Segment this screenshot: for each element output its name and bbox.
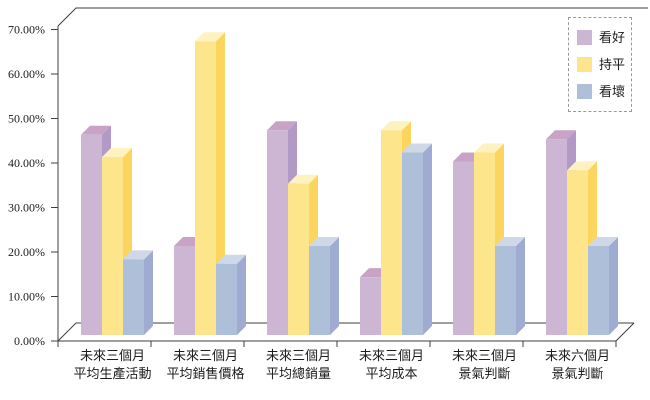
bar-side-s2-c3 <box>423 143 432 335</box>
y-axis-label: 40.00% <box>8 156 45 170</box>
bar-top-s2-c3 <box>402 143 432 153</box>
bar-top-s2-c4 <box>495 237 525 246</box>
floor-back-edge <box>57 322 635 342</box>
bar-top-s1-c1 <box>195 32 225 42</box>
legend-item-neutral: 持平 <box>577 57 631 72</box>
bar-top-s2-c5 <box>588 237 618 246</box>
legend-label-optimistic: 看好 <box>599 30 626 45</box>
bar-s1-c3 <box>381 130 402 335</box>
x-axis-category-label: 未來六個月景氣判斷 <box>545 348 610 381</box>
bar-s0-c2 <box>267 130 288 335</box>
y-axis-label: 60.00% <box>8 67 45 81</box>
bar-s2-c0 <box>123 259 144 335</box>
legend-label-pessimistic: 看壞 <box>599 84 626 99</box>
y-axis-label: 30.00% <box>8 201 45 215</box>
bar-top-s0-c0 <box>81 125 111 135</box>
bar-side-s2-c5 <box>609 237 618 335</box>
bar-s1-c0 <box>102 157 123 335</box>
bar-s0-c4 <box>453 161 474 335</box>
bar-s2-c4 <box>495 246 516 335</box>
bar-s0-c3 <box>360 277 381 335</box>
bar-s0-c1 <box>174 246 195 335</box>
bar-s1-c5 <box>567 170 588 335</box>
bar-s0-c5 <box>546 139 567 335</box>
y-axis-label: 20.00% <box>8 245 45 259</box>
bar-top-s1-c5 <box>567 161 597 171</box>
x-axis-category-label: 未來三個月景氣判斷 <box>452 348 517 381</box>
y-axis-label: 70.00% <box>8 23 45 37</box>
bar-s1-c1 <box>195 41 216 336</box>
bar-side-s2-c4 <box>516 237 525 335</box>
bar-top-s2-c2 <box>309 237 339 246</box>
bar-s1-c4 <box>474 152 495 335</box>
legend-label-neutral: 持平 <box>599 57 626 72</box>
legend-swatch-pessimistic <box>577 84 592 99</box>
bar-s0-c0 <box>81 134 102 335</box>
bar-top-s1-c2 <box>288 174 318 184</box>
bar-s2-c3 <box>402 152 423 335</box>
bar-side-s2-c1 <box>237 254 246 335</box>
bar-top-s2-c1 <box>216 254 246 264</box>
bar-s2-c2 <box>309 246 330 335</box>
x-axis-category-label: 未來三個月平均成本 <box>359 348 424 381</box>
legend-swatch-neutral <box>577 57 592 72</box>
bar-top-s0-c5 <box>546 130 576 140</box>
y-axis-label: 0.00% <box>14 334 45 348</box>
x-axis-category-label: 未來三個月平均總銷量 <box>266 348 331 381</box>
bar-top-s1-c0 <box>102 148 132 157</box>
bar-side-s2-c2 <box>330 237 339 335</box>
bar-s2-c5 <box>588 246 609 335</box>
back-wall-top-edge <box>57 7 648 27</box>
legend-box: 看好 持平 看壞 <box>568 17 632 112</box>
bar-top-s1-c3 <box>381 121 411 131</box>
bar-s2-c1 <box>216 263 237 335</box>
legend-item-optimistic: 看好 <box>577 30 631 45</box>
bar-top-s1-c4 <box>474 143 504 153</box>
y-axis-label: 50.00% <box>8 112 45 126</box>
legend-item-pessimistic: 看壞 <box>577 84 631 99</box>
x-axis-category-label: 未來三個月平均生產活動 <box>73 348 151 381</box>
y-axis-label: 10.00% <box>8 290 45 304</box>
legend-swatch-optimistic <box>577 30 592 45</box>
bar-top-s2-c0 <box>123 250 153 260</box>
bar-side-s2-c0 <box>144 250 153 335</box>
bar-top-s0-c2 <box>267 121 297 131</box>
x-axis-category-label: 未來三個月平均銷售價格 <box>166 348 244 381</box>
bar-s1-c2 <box>288 183 309 335</box>
